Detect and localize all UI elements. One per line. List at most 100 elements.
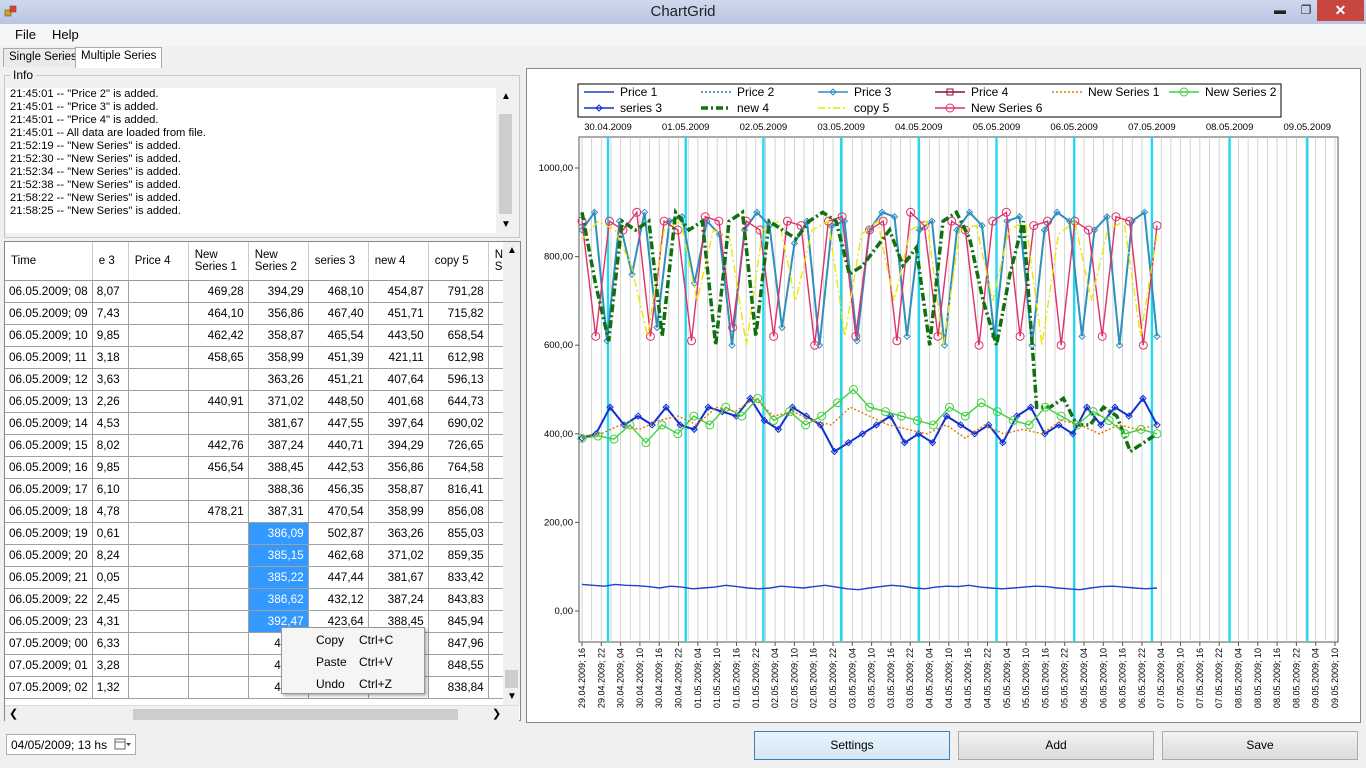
tab-single-series[interactable]: Single Series <box>3 48 83 67</box>
tab-multiple-series[interactable]: Multiple Series <box>75 47 163 68</box>
table-cell[interactable]: 456,54 <box>188 456 249 479</box>
table-cell[interactable]: 855,03 <box>428 522 489 545</box>
table-cell[interactable]: 454,87 <box>368 280 429 303</box>
table-cell[interactable]: 470,54 <box>308 500 369 523</box>
settings-button[interactable]: Settings <box>754 731 950 760</box>
table-cell[interactable]: 715,82 <box>428 302 489 325</box>
table-row[interactable]: 06.05.2009; 19 0,61 386,09 502,87 363,26 855,… <box>5 522 519 545</box>
table-cell[interactable] <box>188 522 249 545</box>
table-cell[interactable]: 447,44 <box>308 566 369 589</box>
table-cell[interactable]: 06.05.2009; 19 <box>5 522 93 545</box>
table-cell[interactable] <box>128 302 189 325</box>
table-cell[interactable]: 462,68 <box>308 544 369 567</box>
scroll-thumb[interactable] <box>505 670 518 688</box>
table-cell[interactable]: 847,96 <box>428 632 489 655</box>
table-cell[interactable]: 385,22 <box>248 566 309 589</box>
table-row[interactable]: 06.05.2009; 09 7,43 464,10 356,86 467,40 451,… <box>5 302 519 325</box>
table-cell[interactable]: 358,87 <box>368 478 429 501</box>
table-cell[interactable]: 358,99 <box>368 500 429 523</box>
table-cell[interactable]: 442,53 <box>308 456 369 479</box>
table-cell[interactable] <box>128 456 189 479</box>
table-cell[interactable]: 6,10 <box>92 478 129 501</box>
table-cell[interactable]: 764,58 <box>428 456 489 479</box>
table-cell[interactable] <box>188 412 249 435</box>
table-cell[interactable]: 385,15 <box>248 544 309 567</box>
add-button[interactable]: Add <box>958 731 1154 760</box>
table-cell[interactable] <box>188 632 249 655</box>
table-cell[interactable]: 3,28 <box>92 654 129 677</box>
table-cell[interactable]: 3,63 <box>92 368 129 391</box>
minimize-button[interactable]: ▬ <box>1274 3 1286 17</box>
table-cell[interactable] <box>188 676 249 699</box>
table-cell[interactable]: 4,53 <box>92 412 129 435</box>
table-cell[interactable]: 388,45 <box>248 456 309 479</box>
table-cell[interactable]: 06.05.2009; 16 <box>5 456 93 479</box>
table-cell[interactable]: 06.05.2009; 17 <box>5 478 93 501</box>
table-cell[interactable]: 392,47 <box>248 610 309 633</box>
table-cell[interactable]: 407,64 <box>368 368 429 391</box>
table-cell[interactable]: 644,73 <box>428 390 489 413</box>
table-cell[interactable] <box>188 610 249 633</box>
column-header[interactable]: New Series 1 <box>188 242 249 281</box>
table-row[interactable]: 07.05.2009; 021,32403,8838,848 <box>5 676 519 699</box>
grid-hscrollbar[interactable]: ❮ ❯ <box>5 705 519 722</box>
table-cell[interactable]: 356,86 <box>368 456 429 479</box>
column-header[interactable]: New Series 2 <box>248 242 309 281</box>
table-cell[interactable]: 465,54 <box>308 324 369 347</box>
table-cell[interactable]: 381,67 <box>368 566 429 589</box>
table-cell[interactable]: 845,94 <box>428 610 489 633</box>
table-row[interactable]: 06.05.2009; 11 3,18 458,65 358,99 451,39 421,… <box>5 346 519 369</box>
column-header[interactable]: Price 4 <box>128 242 189 281</box>
table-cell[interactable] <box>128 566 189 589</box>
table-cell[interactable]: 843,83 <box>428 588 489 611</box>
column-header[interactable]: copy 5 <box>428 242 489 281</box>
table-cell[interactable] <box>128 588 189 611</box>
table-cell[interactable] <box>188 368 249 391</box>
table-cell[interactable]: 432,12 <box>308 588 369 611</box>
table-cell[interactable]: 6,33 <box>92 632 129 655</box>
table-cell[interactable]: 856,08 <box>428 500 489 523</box>
table-row[interactable]: 06.05.2009; 08 8,07 469,28 394,29 468,10 454,… <box>5 280 519 303</box>
scroll-right-icon[interactable]: ❯ <box>492 708 502 720</box>
table-cell[interactable]: 07.05.2009; 00 <box>5 632 93 655</box>
table-cell[interactable]: 388,36 <box>248 478 309 501</box>
table-cell[interactable]: 596,13 <box>428 368 489 391</box>
table-cell[interactable]: 06.05.2009; 13 <box>5 390 93 413</box>
context-paste[interactable]: Paste Ctrl+V <box>282 651 424 673</box>
save-button[interactable]: Save <box>1162 731 1358 760</box>
column-header[interactable]: e 3 <box>92 242 129 281</box>
table-cell[interactable]: 440,91 <box>188 390 249 413</box>
table-cell[interactable]: 448,50 <box>308 390 369 413</box>
table-cell[interactable]: 387,24 <box>368 588 429 611</box>
table-cell[interactable] <box>128 346 189 369</box>
table-cell[interactable]: 421,11 <box>368 346 429 369</box>
table-cell[interactable] <box>128 412 189 435</box>
table-row[interactable]: 06.05.2009; 15 8,02 442,76 387,24 440,71 394,… <box>5 434 519 457</box>
table-cell[interactable]: 469,28 <box>188 280 249 303</box>
table-cell[interactable]: 394,29 <box>368 434 429 457</box>
table-cell[interactable]: 8,24 <box>92 544 129 567</box>
table-cell[interactable]: 838,84 <box>428 676 489 699</box>
menu-help[interactable]: Help <box>52 27 79 42</box>
table-cell[interactable]: 387,31 <box>248 500 309 523</box>
table-cell[interactable]: 0,05 <box>92 566 129 589</box>
table-cell[interactable]: 467,40 <box>308 302 369 325</box>
menu-file[interactable]: File <box>15 27 36 42</box>
table-cell[interactable]: 468,10 <box>308 280 369 303</box>
table-cell[interactable] <box>188 478 249 501</box>
table-cell[interactable]: 451,21 <box>308 368 369 391</box>
table-cell[interactable]: 456,35 <box>308 478 369 501</box>
table-cell[interactable]: 458,65 <box>188 346 249 369</box>
table-cell[interactable]: 06.05.2009; 11 <box>5 346 93 369</box>
table-row[interactable]: 06.05.2009; 14 4,53 381,67 447,55 397,64 690,… <box>5 412 519 435</box>
table-cell[interactable] <box>188 588 249 611</box>
table-cell[interactable]: 387,24 <box>248 434 309 457</box>
table-row[interactable]: 06.05.2009; 12 3,63 363,26 451,21 407,64 596,… <box>5 368 519 391</box>
table-row[interactable]: 06.05.2009; 17 6,10 388,36 456,35 358,87 816,… <box>5 478 519 501</box>
chart-panel[interactable]: 30.04.2009 01.05.2009 02.05.2009 03.05.2009… <box>526 68 1361 723</box>
table-cell[interactable]: 0,61 <box>92 522 129 545</box>
table-cell[interactable]: 816,41 <box>428 478 489 501</box>
table-cell[interactable]: 478,21 <box>188 500 249 523</box>
table-cell[interactable]: 658,54 <box>428 324 489 347</box>
table-cell[interactable] <box>128 390 189 413</box>
